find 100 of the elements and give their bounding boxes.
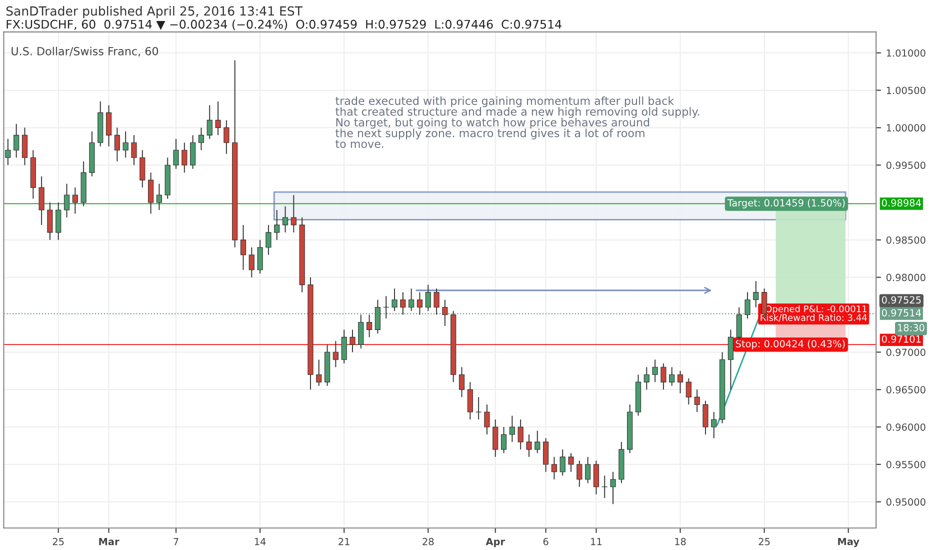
candlestick [64, 183, 70, 218]
candlestick [585, 456, 591, 484]
candlestick [257, 239, 263, 274]
x-tick-label: May [838, 538, 860, 548]
ref-line-label: 0.98984 [882, 199, 921, 207]
y-tick-label: 0.98500 [886, 236, 926, 244]
candlestick [240, 224, 246, 270]
y-tick-label: 0.95000 [886, 498, 926, 506]
candlestick [610, 471, 616, 505]
y-tick-label: 1.00500 [886, 86, 926, 94]
candlestick [568, 452, 574, 472]
candlestick [131, 134, 137, 166]
candlestick [711, 412, 717, 439]
candlestick [669, 366, 675, 386]
candlestick [290, 194, 296, 233]
candlestick [148, 172, 154, 214]
candlestick [560, 448, 566, 476]
y-tick-label: 0.96000 [886, 423, 926, 431]
text: 0.97525 [882, 296, 921, 304]
candlestick [38, 176, 44, 226]
candlestick [644, 366, 650, 390]
candlestick [215, 101, 221, 136]
x-tick-label: 7 [174, 538, 178, 546]
candlestick [677, 370, 684, 394]
y-tick-label: 0.97000 [886, 348, 926, 356]
candlestick [392, 288, 398, 312]
candlestick [266, 224, 272, 256]
candlestick [332, 340, 338, 368]
candlestick [576, 460, 582, 488]
candlestick [22, 127, 28, 166]
x-tick-label: 21 [338, 538, 350, 546]
candlestick [198, 127, 204, 151]
candlestick [374, 299, 381, 334]
chart-subtitle: FX:USDCHF, 60 0.97514 ▼ −0.00234 (−0.24%) O:0.97459 H:0.97529 L:0.97446 C:0.97514 [6, 20, 562, 30]
candlestick [224, 120, 230, 154]
candlestick [182, 142, 188, 174]
candlestick [744, 292, 750, 319]
y-tick-label: 0.96500 [886, 386, 926, 394]
ref-line-label: 0.97514 [882, 309, 921, 317]
chart-title: SanDTrader published April 25, 2016 13:41 EST [6, 6, 303, 18]
candlestick [140, 150, 146, 188]
candlestick [694, 389, 700, 413]
candlestick [551, 456, 557, 480]
candlestick [509, 415, 515, 442]
x-tick-label: 25 [52, 538, 64, 546]
candlestick [122, 130, 128, 158]
candlestick [358, 314, 364, 349]
x-tick-label: 25 [758, 538, 770, 546]
candlestick [47, 202, 53, 240]
candlestick [56, 202, 62, 240]
candlestick [5, 138, 11, 166]
candlestick [434, 288, 440, 316]
candlestick [660, 362, 666, 390]
x-tick-label: 6 [543, 538, 548, 546]
candlestick [190, 134, 196, 170]
candlestick [156, 183, 162, 210]
candlestick [476, 396, 482, 420]
candlestick [341, 329, 347, 364]
x-tick-label: 28 [422, 538, 434, 546]
x-tick-label: Apr [486, 538, 505, 548]
candlestick [366, 314, 372, 338]
candlestick [652, 359, 658, 383]
candlestick [518, 419, 524, 450]
annotation: trade executed with price gaining momentum after pull back that created structure and made a new high removing old supply. No target, but going to watch how price behaves around the next supply zone. macro trend gives it a lot of room to move. [336, 96, 700, 148]
candlestick [736, 306, 742, 342]
candlestick [728, 329, 734, 390]
candlestick [408, 288, 414, 312]
candlestick [282, 206, 288, 233]
candlestick [72, 187, 78, 214]
y-tick-label: 0.99500 [886, 162, 926, 169]
y-tick-label: 0.95500 [886, 460, 926, 468]
y-tick-label: 1.01000 [886, 49, 926, 57]
candlestick [542, 438, 549, 472]
candlestick [593, 460, 600, 495]
candlestick [106, 104, 112, 147]
x-tick-label: Mar [99, 538, 120, 546]
candlestick [500, 426, 507, 454]
candlestick [173, 138, 179, 170]
candlestick [14, 123, 20, 158]
text: 18:30 [898, 324, 924, 332]
band-label: Target: 0.01459 (1.50%) [727, 199, 845, 208]
candlestick [686, 378, 692, 406]
candlestick [702, 400, 708, 435]
x-tick-label: 11 [591, 538, 602, 546]
ref-line-label: 0.97101 [882, 335, 921, 343]
y-tick-label: 0.98000 [886, 274, 926, 282]
candlestick [442, 299, 448, 326]
candlestick [467, 382, 473, 420]
candlestick [400, 292, 406, 316]
annotation: U.S. Dollar/Swiss Franc, 60 [12, 46, 158, 57]
candlestick [753, 280, 759, 308]
candlestick [274, 210, 280, 240]
candlestick [206, 104, 212, 140]
x-tick-label: 18 [675, 538, 686, 546]
candlestick [350, 329, 356, 353]
band-label: Stop: 0.00424 (0.43%) [736, 340, 845, 350]
candlestick [458, 366, 465, 398]
candlestick [248, 246, 254, 278]
candlestick [534, 430, 540, 454]
candlestick [416, 292, 423, 316]
